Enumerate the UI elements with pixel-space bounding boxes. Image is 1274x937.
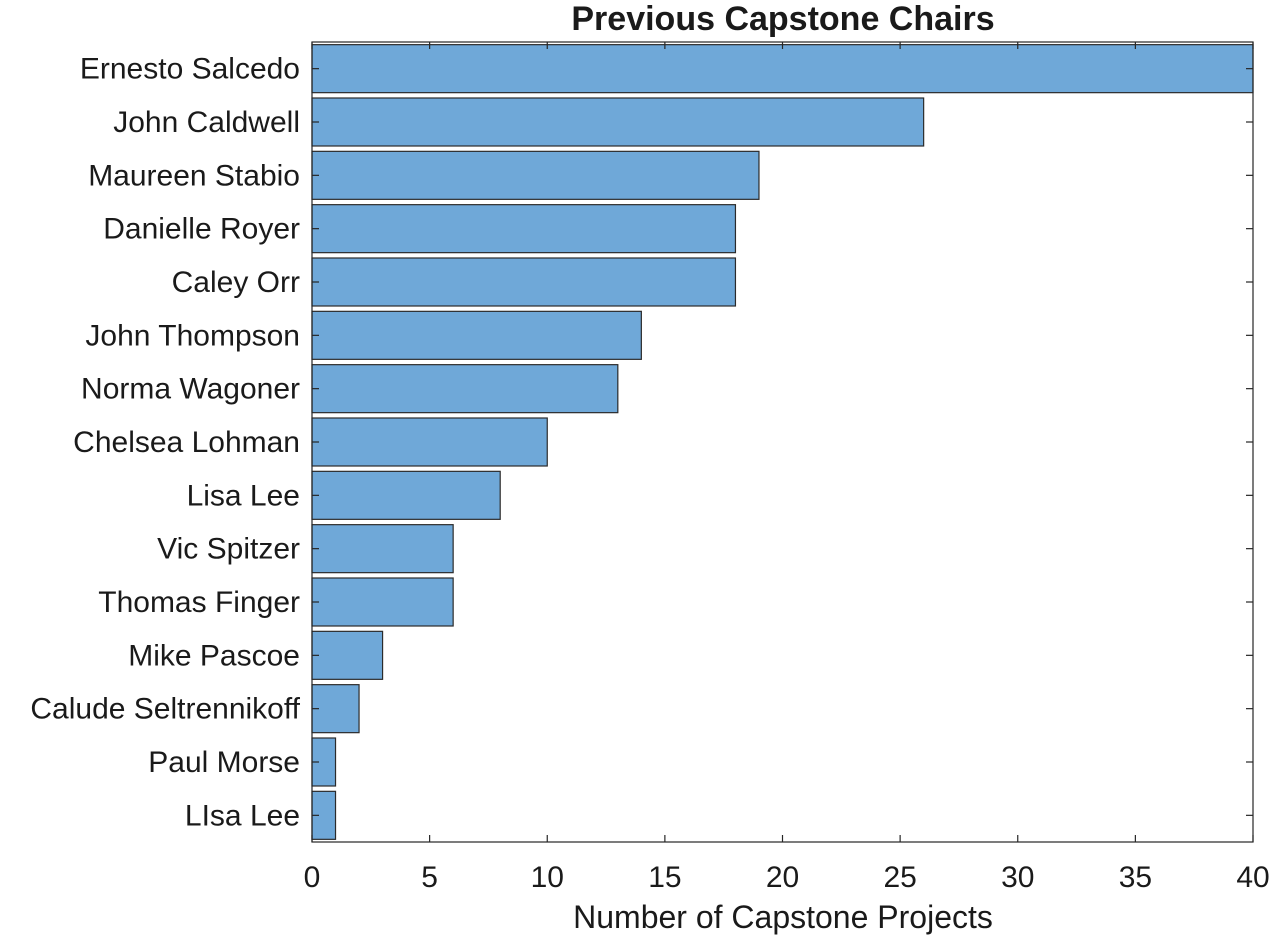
bar [311, 524, 454, 574]
x-tick-label: 10 [531, 861, 564, 894]
bar [311, 577, 454, 627]
category-label: Mike Pascoe [128, 639, 300, 672]
bars-layer [311, 44, 1254, 840]
plot-area-frame [311, 41, 1254, 843]
x-tick-label: 5 [421, 861, 438, 894]
x-tick-label: 15 [648, 861, 681, 894]
category-label: Danielle Royer [103, 213, 300, 246]
category-labels: Ernesto Salcedo John Caldwell Maureen Stab… [30, 53, 300, 833]
category-label: Maureen Stabio [88, 159, 300, 192]
bar [311, 150, 760, 200]
bar [311, 204, 737, 254]
bar [311, 364, 619, 414]
category-label: Vic Spitzer [157, 533, 300, 566]
category-label: John Thompson [85, 319, 300, 352]
category-label: LIsa Lee [185, 799, 300, 832]
category-label: Paul Morse [148, 746, 300, 779]
category-label: Thomas Finger [98, 586, 300, 619]
bar [311, 44, 1254, 94]
x-tick-label: 25 [883, 861, 916, 894]
x-tick-label: 35 [1119, 861, 1152, 894]
bar [311, 97, 925, 147]
x-axis-label: Number of Capstone Projects [573, 899, 993, 935]
category-label: Norma Wagoner [81, 373, 300, 406]
category-label: Lisa Lee [187, 479, 300, 512]
x-tick-label: 40 [1236, 861, 1269, 894]
bar [311, 684, 360, 734]
category-label: John Caldwell [113, 106, 300, 139]
category-label: Chelsea Lohman [73, 426, 300, 459]
category-label: Caley Orr [172, 266, 300, 299]
x-tick-labels: 0 5 10 15 20 25 30 35 40 [304, 861, 1270, 894]
bar [311, 470, 501, 520]
x-tick-label: 0 [304, 861, 321, 894]
bar [311, 310, 642, 360]
bar [311, 630, 384, 680]
category-label: Ernesto Salcedo [80, 53, 300, 86]
bar [311, 257, 737, 307]
chart-title: Previous Capstone Chairs [571, 0, 994, 38]
x-tick-label: 20 [766, 861, 799, 894]
category-label: Calude Seltrennikoff [30, 693, 300, 726]
bar [311, 417, 548, 467]
x-tick-label: 30 [1001, 861, 1034, 894]
